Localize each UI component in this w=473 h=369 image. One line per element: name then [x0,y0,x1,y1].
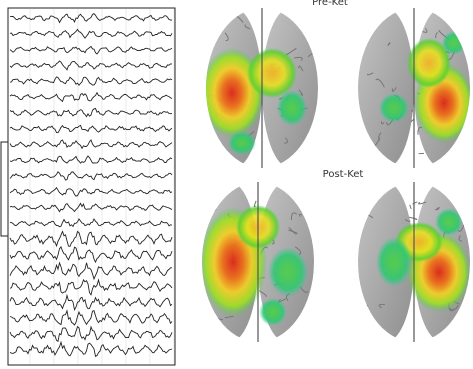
activation [442,31,466,55]
hemisphere [358,8,414,168]
activation [228,131,256,155]
gyrus [447,326,455,333]
activation [435,208,463,236]
activation [277,90,307,126]
brain [358,8,473,168]
brain [199,182,314,342]
gyrus [302,195,303,196]
figure: Pre-Ket Post-Ket [0,0,473,369]
gyrus [202,211,211,212]
activation [376,237,412,287]
brain [200,8,318,168]
activation [268,247,308,297]
gyrus [410,205,411,209]
gyrus [409,217,417,219]
gyrus [365,312,370,316]
gyrus [210,209,216,211]
gyrus [452,155,453,159]
bracket [1,142,8,236]
gyrus [361,310,367,314]
activation [259,298,287,326]
activation [379,93,409,123]
gyrus [413,202,418,204]
gyrus [450,155,457,161]
pre-label: Pre-Ket [312,0,348,8]
post-label: Post-Ket [323,169,364,180]
brain [358,182,471,342]
